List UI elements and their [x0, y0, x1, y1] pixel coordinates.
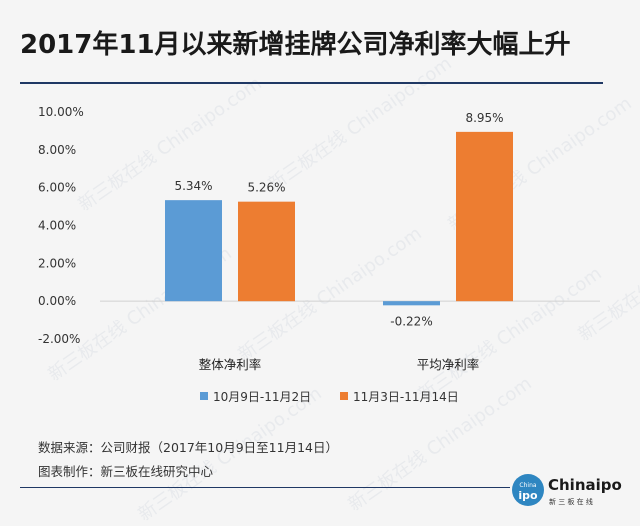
bar	[383, 301, 440, 306]
y-tick-label: 0.00%	[38, 294, 76, 308]
logo-small-text: China	[519, 482, 536, 489]
category-label: 整体净利率	[199, 357, 262, 372]
bar	[165, 200, 222, 302]
chart-credit: 图表制作：新三板在线研究中心	[38, 464, 214, 479]
y-tick-label: 10.00%	[38, 105, 84, 119]
y-tick-label: 4.00%	[38, 219, 76, 233]
data-label: 5.34%	[174, 179, 212, 193]
y-tick-label: 2.00%	[38, 256, 76, 270]
logo-ipo-text: ipo	[518, 489, 538, 502]
legend-label: 10月9日-11月2日	[213, 390, 311, 404]
legend-swatch	[340, 392, 348, 400]
bar-chart: 10.00% 8.00% 6.00% 4.00% 2.00% 0.00% -2.00% 5.3…	[38, 105, 600, 404]
y-tick-label: 6.00%	[38, 181, 76, 195]
title-divider	[20, 82, 603, 84]
legend-label: 11月3日-11月14日	[353, 390, 459, 404]
footer-divider	[20, 487, 510, 488]
legend-swatch	[200, 392, 208, 400]
data-label: 8.95%	[465, 111, 503, 125]
chinaipo-logo: China ipo Chinaipo 新 三 板 在 线	[512, 474, 622, 506]
chart-title: 2017年11月以来新增挂牌公司净利率大幅上升	[20, 30, 571, 60]
logo-tagline: 新 三 板 在 线	[549, 497, 593, 506]
y-tick-label: 8.00%	[38, 143, 76, 157]
y-tick-label: -2.00%	[38, 332, 80, 346]
bar	[238, 201, 295, 302]
data-source-note: 数据来源：公司财报（2017年10月9日至11月14日）	[38, 440, 338, 455]
logo-wordmark: Chinaipo	[548, 476, 622, 494]
data-label: 5.26%	[247, 181, 285, 195]
category-label: 平均净利率	[417, 357, 480, 372]
data-label: -0.22%	[390, 314, 432, 328]
bar	[456, 131, 513, 302]
